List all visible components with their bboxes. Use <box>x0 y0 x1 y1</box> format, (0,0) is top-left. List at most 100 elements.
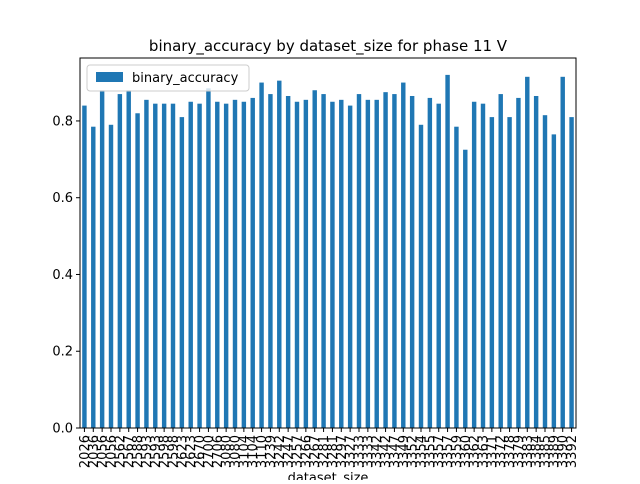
x-tick-label: 2567 <box>122 435 137 468</box>
x-tick-label: 3357 <box>432 435 447 468</box>
x-tick-label: 3383 <box>521 435 536 468</box>
bar <box>232 99 238 429</box>
x-tick-label: 3360 <box>459 435 474 468</box>
bar <box>179 117 185 429</box>
bar <box>250 97 255 428</box>
x-tick-label: 3110 <box>255 435 270 468</box>
chart-title: binary_accuracy by dataset_size for phas… <box>149 37 508 56</box>
bar <box>454 126 459 429</box>
bar <box>321 94 326 429</box>
plot-frame <box>79 57 577 429</box>
bar <box>223 103 229 429</box>
bar <box>427 97 433 428</box>
x-tick-label: 3239 <box>264 435 279 468</box>
x-tick-label: 2670 <box>193 435 208 468</box>
x-tick-label: 3080 <box>220 435 235 468</box>
bar <box>312 90 317 428</box>
x-tick-label: 3333 <box>353 435 368 468</box>
bar <box>569 117 574 429</box>
x-tick-label: 2598 <box>158 435 173 468</box>
x-tick-label: 3352 <box>406 435 421 468</box>
x-tick-label: 3379 <box>512 435 527 468</box>
bar <box>259 82 264 428</box>
bar <box>525 76 530 428</box>
x-tick-label: 3392 <box>565 435 580 468</box>
x-tick-label: 3333 <box>361 435 376 468</box>
bar <box>489 117 495 429</box>
bar <box>241 101 247 428</box>
x-tick-label: 3390 <box>556 435 571 468</box>
x-tick-label: 3281 <box>326 435 341 468</box>
x-tick-label: 2036 <box>87 435 102 468</box>
x-tick-label: 2026 <box>78 435 93 468</box>
x-tick-label: 2562 <box>113 435 128 468</box>
bar <box>551 134 557 428</box>
legend-label: binary_accuracy <box>132 71 239 86</box>
bar <box>170 103 176 429</box>
x-tick-label: 3080 <box>229 435 244 468</box>
bar <box>277 80 282 428</box>
x-tick-label: 2056 <box>96 435 111 468</box>
bar <box>480 103 486 429</box>
bar <box>188 101 193 428</box>
x-tick-label: 3349 <box>397 435 412 468</box>
bar <box>215 101 220 428</box>
y-tick-label: 0.0 <box>52 422 73 437</box>
x-tick-label: 3389 <box>547 435 562 468</box>
bar <box>392 94 397 429</box>
bar <box>383 92 388 428</box>
bar <box>303 99 309 429</box>
x-tick-label: 3104 <box>237 435 252 468</box>
bar <box>144 99 149 429</box>
bar <box>463 149 468 428</box>
x-tick-label: 3371 <box>485 435 500 468</box>
x-tick-label: 2593 <box>140 435 155 468</box>
x-tick-label: 3357 <box>441 435 456 468</box>
x-tick-label: 2623 <box>184 435 199 468</box>
bar <box>409 95 415 428</box>
bar <box>108 124 114 428</box>
bar <box>507 117 512 429</box>
x-axis-label: dataset_size <box>288 471 369 480</box>
bar <box>436 103 441 429</box>
x-tick-label: 2056 <box>105 435 120 468</box>
y-tick-label: 0.4 <box>52 268 73 283</box>
bar <box>471 101 477 428</box>
bar <box>365 99 371 429</box>
x-tick-label: 2588 <box>131 435 146 468</box>
bar <box>294 101 300 428</box>
bar <box>135 113 140 428</box>
x-tick-label: 3267 <box>308 435 323 468</box>
bar <box>197 103 202 429</box>
bar <box>542 115 548 429</box>
x-tick-label: 3281 <box>317 435 332 468</box>
bar <box>516 97 521 428</box>
bar <box>533 95 539 428</box>
x-tick-label: 2598 <box>167 435 182 468</box>
x-tick-label: 2593 <box>149 435 164 468</box>
x-tick-label: 3297 <box>335 435 350 468</box>
bar <box>445 74 450 428</box>
x-tick-label: 3104 <box>246 435 261 468</box>
bar <box>418 124 424 428</box>
bar <box>117 94 123 429</box>
bar <box>153 103 158 429</box>
x-tick-label: 3327 <box>344 435 359 468</box>
x-tick-label: 3257 <box>291 435 306 468</box>
x-tick-label: 3384 <box>530 435 545 468</box>
x-tick-label: 3354 <box>415 435 430 468</box>
bar <box>206 88 211 428</box>
bar <box>347 105 353 429</box>
bar <box>560 76 565 428</box>
x-tick-label: 3247 <box>282 435 297 468</box>
x-tick-label: 3359 <box>450 435 465 468</box>
bar <box>339 99 344 429</box>
y-tick-label: 0.2 <box>52 345 73 360</box>
x-tick-label: 3347 <box>388 435 403 468</box>
legend-box <box>86 64 250 92</box>
bar <box>126 90 131 428</box>
bar <box>330 101 335 428</box>
bar <box>99 90 105 428</box>
x-tick-label: 3266 <box>299 435 314 468</box>
